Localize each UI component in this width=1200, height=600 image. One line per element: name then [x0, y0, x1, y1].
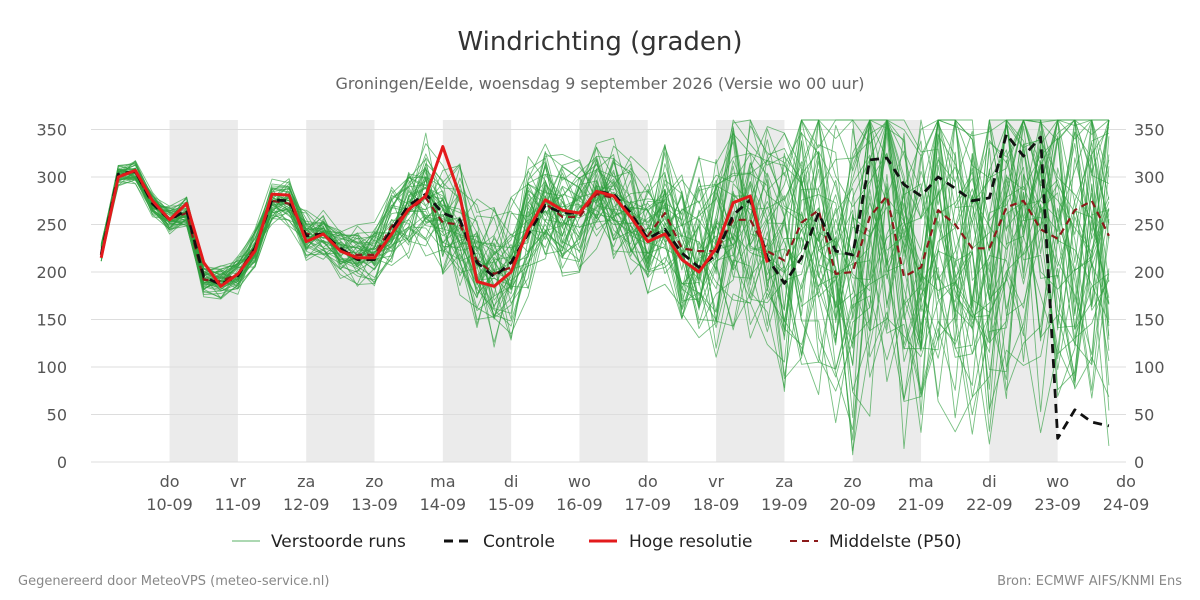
x-tick-day: do — [638, 472, 658, 491]
x-tick-date: 15-09 — [488, 495, 535, 514]
legend-item-controle: Controle — [444, 532, 555, 552]
y-tick-label: 200 — [36, 263, 67, 282]
x-tick-date: 19-09 — [761, 495, 808, 514]
x-tick-day: wo — [1046, 472, 1069, 491]
x-tick-day: do — [160, 472, 180, 491]
x-tick-day: vr — [708, 472, 724, 491]
legend-item-verstoorde-runs: Verstoorde runs — [232, 532, 406, 552]
y-tick-label: 300 — [36, 168, 67, 187]
y-axis-right: 0 50 100 150 200 250 300 350 — [1134, 121, 1165, 473]
x-tick-date: 23-09 — [1034, 495, 1081, 514]
x-tick-date: 22-09 — [966, 495, 1013, 514]
legend-item-hoge-resolutie: Hoge resolutie — [589, 532, 753, 552]
footer-left: Gegenereerd door MeteoVPS (meteo-service… — [18, 574, 329, 589]
y-tick-label: 50 — [1134, 406, 1154, 425]
legend: Verstoorde runs Controle Hoge resolutie … — [232, 532, 962, 552]
x-tick-date: 11-09 — [215, 495, 262, 514]
legend-label: Hoge resolutie — [629, 532, 753, 552]
x-tick-day: vr — [230, 472, 246, 491]
x-tick-day: za — [775, 472, 793, 491]
x-tick-date: 18-09 — [693, 495, 740, 514]
x-tick-day: wo — [568, 472, 591, 491]
x-axis: do 10-09 vr 11-09 za 12-09 zo 13-09 ma 14-09 di 15-… — [146, 472, 1149, 514]
x-tick-date: 16-09 — [556, 495, 603, 514]
y-tick-label: 0 — [1134, 453, 1144, 472]
chart-subtitle: Groningen/Eelde, woensdag 9 september 20… — [336, 74, 865, 93]
x-tick-day: ma — [430, 472, 455, 491]
y-tick-label: 50 — [47, 406, 67, 425]
x-tick-date: 21-09 — [898, 495, 945, 514]
y-axis-left: 0 50 100 150 200 250 300 350 — [36, 121, 67, 473]
x-tick-date: 10-09 — [146, 495, 193, 514]
x-tick-date: 14-09 — [420, 495, 467, 514]
legend-label: Verstoorde runs — [271, 532, 406, 552]
y-tick-label: 350 — [36, 121, 67, 140]
y-tick-label: 250 — [1134, 216, 1165, 235]
ensemble-member-line — [100, 156, 1110, 419]
y-tick-label: 250 — [36, 216, 67, 235]
y-tick-label: 200 — [1134, 263, 1165, 282]
y-tick-label: 100 — [36, 358, 67, 377]
x-tick-day: zo — [365, 472, 383, 491]
chart-title: Windrichting (graden) — [457, 27, 742, 57]
y-tick-label: 0 — [57, 453, 67, 472]
main-series — [99, 132, 1110, 440]
x-tick-date: 12-09 — [283, 495, 330, 514]
x-tick-day: di — [504, 472, 519, 491]
legend-item-middelste: Middelste (P50) — [790, 532, 962, 552]
y-tick-label: 150 — [36, 311, 67, 330]
x-tick-date: 24-09 — [1103, 495, 1150, 514]
x-tick-day: zo — [844, 472, 862, 491]
x-tick-day: ma — [908, 472, 933, 491]
y-tick-label: 300 — [1134, 168, 1165, 187]
x-tick-date: 13-09 — [351, 495, 398, 514]
x-tick-date: 20-09 — [829, 495, 876, 514]
hires-line — [99, 145, 769, 288]
y-tick-label: 100 — [1134, 358, 1165, 377]
x-tick-day: di — [982, 472, 997, 491]
y-tick-label: 350 — [1134, 121, 1165, 140]
shade-band — [306, 120, 375, 462]
ensemble-member-line — [100, 119, 1110, 292]
x-tick-day: do — [1116, 472, 1136, 491]
x-tick-date: 17-09 — [625, 495, 672, 514]
y-tick-label: 150 — [1134, 311, 1165, 330]
footer-right: Bron: ECMWF AIFS/KNMI Ens — [997, 574, 1182, 589]
legend-label: Controle — [483, 532, 555, 552]
x-tick-day: za — [297, 472, 315, 491]
legend-label: Middelste (P50) — [829, 532, 962, 552]
ensemble-member-line — [100, 127, 1110, 350]
